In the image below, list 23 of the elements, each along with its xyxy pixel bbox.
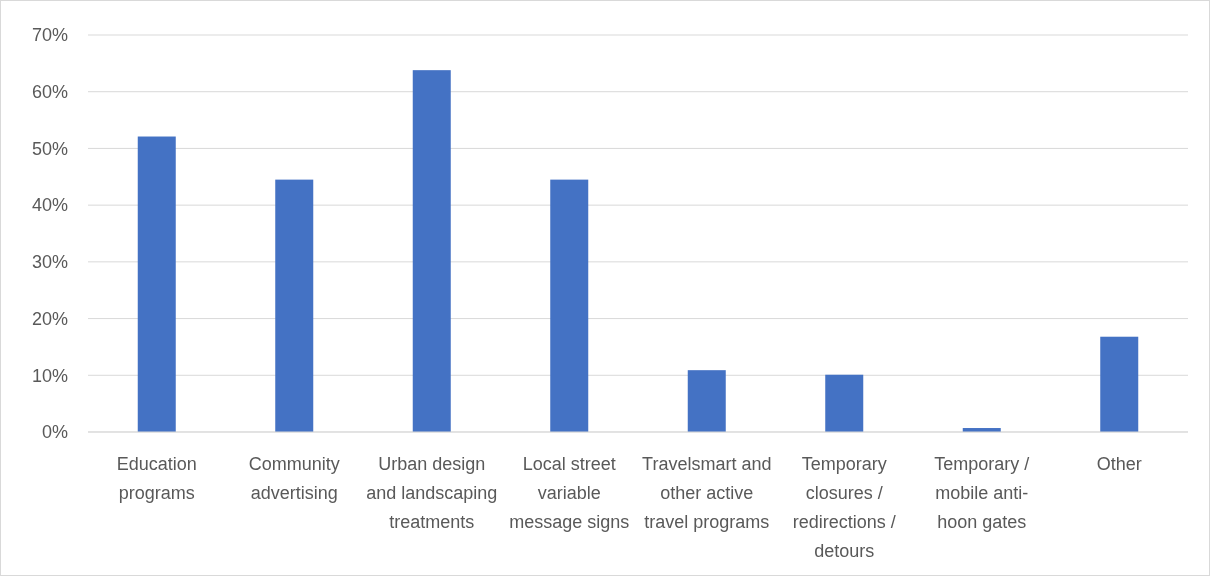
- y-tick-label: 20%: [31, 308, 68, 329]
- bar: [1100, 336, 1139, 432]
- x-tick-label: Education programs: [116, 454, 197, 503]
- y-tick-label: 30%: [31, 252, 68, 273]
- bar: [550, 179, 589, 432]
- y-tick-label: 10%: [31, 365, 68, 386]
- y-tick-label: 40%: [31, 195, 68, 216]
- x-tick-label: Travelsmart and other active travel programs: [642, 454, 772, 532]
- y-tick-label: 50%: [31, 138, 68, 159]
- bar: [137, 136, 176, 432]
- y-tick-label: 0%: [41, 422, 68, 443]
- x-tick-label: Temporary closures / redirections / detours: [792, 454, 896, 561]
- x-tick-label: Other: [1096, 454, 1142, 474]
- bar: [825, 374, 864, 432]
- x-tick-label: Community advertising: [248, 454, 340, 503]
- x-tick-label: Temporary / mobile anti-hoon gates: [934, 454, 1030, 532]
- x-tick-label: Urban design and landscaping treatments: [366, 454, 498, 532]
- y-tick-label: 70%: [31, 25, 68, 46]
- x-tick-label: Local street variable message signs: [509, 454, 630, 532]
- bar: [275, 179, 314, 432]
- bar: [687, 370, 726, 432]
- bar: [412, 70, 451, 432]
- y-tick-label: 60%: [31, 82, 68, 103]
